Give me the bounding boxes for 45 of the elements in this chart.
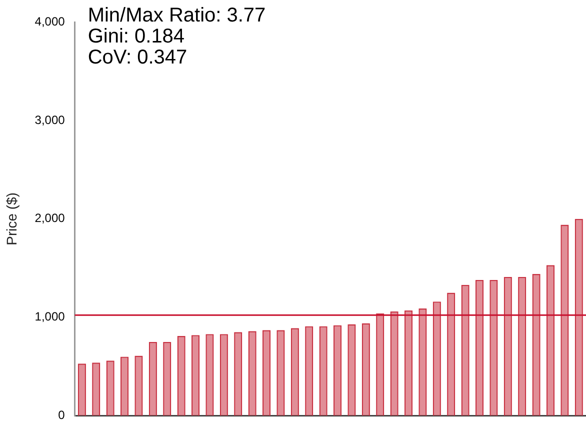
bar — [418, 308, 427, 416]
bar — [220, 334, 228, 416]
bar — [504, 276, 512, 416]
bar — [532, 274, 540, 416]
y-tick-label: 1,000 — [34, 310, 66, 324]
bar — [234, 332, 242, 416]
bar — [376, 313, 384, 416]
bar — [518, 276, 526, 416]
bar — [148, 342, 157, 416]
bar — [290, 328, 299, 416]
bar — [390, 311, 398, 416]
bar — [206, 334, 214, 416]
bar — [134, 356, 143, 416]
bar — [348, 324, 356, 416]
bar — [262, 330, 271, 416]
bar — [475, 280, 484, 416]
annotation: Gini: 0.184 — [88, 26, 185, 48]
bar — [447, 292, 456, 416]
bar — [404, 310, 413, 416]
y-tick-label: 3,000 — [34, 112, 66, 127]
bar — [333, 325, 342, 416]
bar — [191, 335, 200, 416]
y-axis-title: Price ($) — [3, 192, 20, 246]
bar — [163, 342, 172, 416]
bar — [248, 331, 256, 416]
bar — [120, 356, 129, 416]
annotation: Min/Max Ratio: 3.77 — [88, 4, 266, 27]
bar — [560, 224, 569, 416]
y-tick-label: 0 — [58, 408, 66, 422]
bar — [177, 336, 186, 416]
bar — [574, 218, 583, 416]
bar — [276, 330, 285, 416]
bar — [92, 362, 100, 416]
bar — [546, 265, 555, 416]
bar — [432, 302, 441, 416]
annotation: CoV: 0.347 — [88, 46, 188, 69]
bar — [319, 326, 328, 416]
bar — [362, 323, 370, 416]
bar — [78, 364, 86, 416]
bar — [305, 326, 314, 416]
bar — [490, 280, 498, 416]
y-tick-label: 4,000 — [34, 14, 66, 28]
bar — [106, 360, 114, 416]
bar — [461, 284, 470, 416]
y-tick-label: 2,000 — [34, 211, 66, 226]
